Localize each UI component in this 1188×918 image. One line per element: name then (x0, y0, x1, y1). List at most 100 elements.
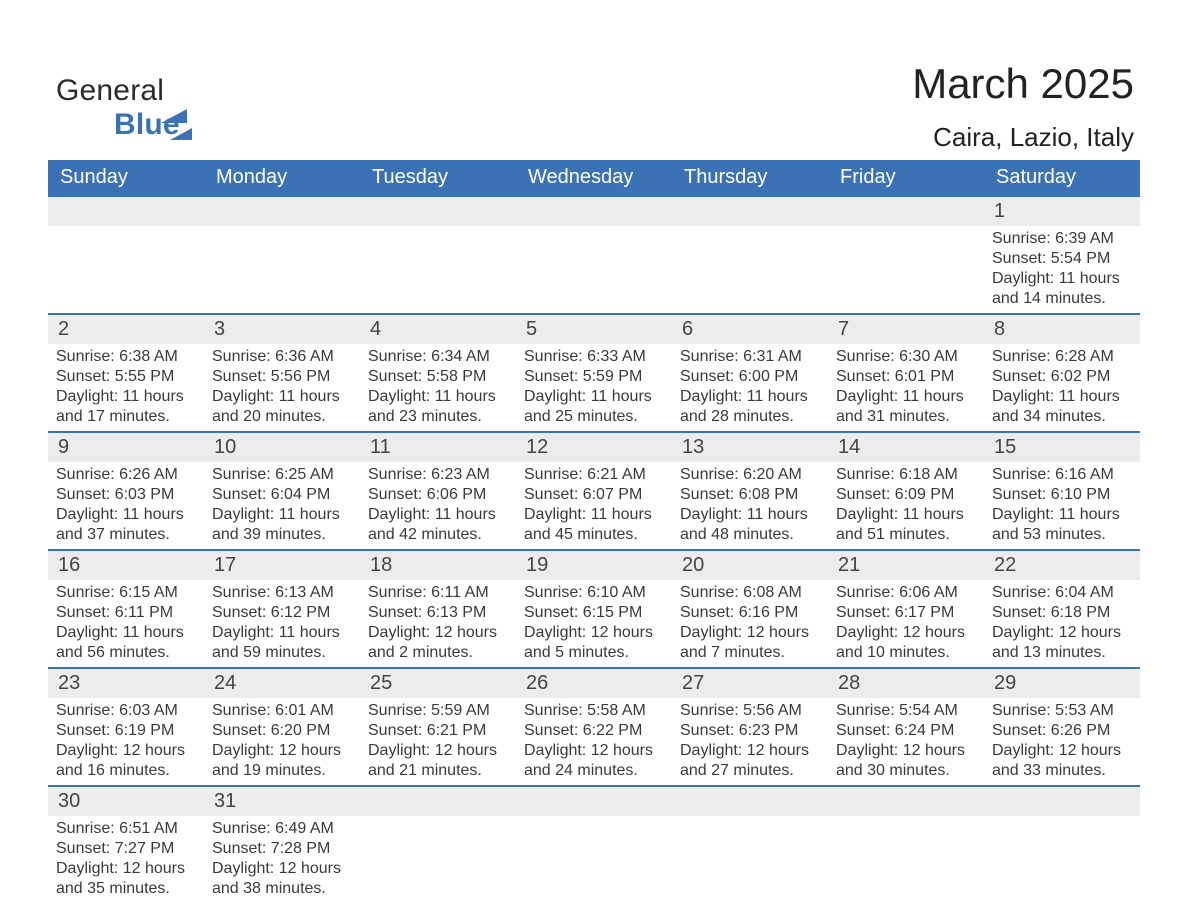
dl1-text: Daylight: 11 hours (524, 387, 664, 407)
sunrise-text: Sunrise: 6:20 AM (680, 465, 820, 485)
sunrise-text: Sunrise: 6:36 AM (212, 347, 352, 367)
calendar-week-row: 2Sunrise: 6:38 AMSunset: 5:55 PMDaylight… (48, 313, 1140, 431)
dl2-text: and 34 minutes. (992, 407, 1132, 427)
day-number-bar: 28 (828, 667, 984, 698)
sunset-text: Sunset: 7:27 PM (56, 839, 196, 859)
sunrise-text: Sunrise: 6:03 AM (56, 701, 196, 721)
calendar-cell: 9Sunrise: 6:26 AMSunset: 6:03 PMDaylight… (48, 431, 204, 549)
day-number-bar (828, 195, 984, 226)
dl2-text: and 37 minutes. (56, 525, 196, 545)
weekday-header: Tuesday (360, 160, 516, 195)
day-number-bar: 29 (984, 667, 1140, 698)
day-number: 30 (58, 790, 80, 812)
dl2-text: and 31 minutes. (836, 407, 976, 427)
calendar-cell: 28Sunrise: 5:54 AMSunset: 6:24 PMDayligh… (828, 667, 984, 785)
day-number-bar (516, 195, 672, 226)
day-number-bar (672, 195, 828, 226)
dl1-text: Daylight: 11 hours (836, 505, 976, 525)
day-number-bar: 25 (360, 667, 516, 698)
calendar-cell: 3Sunrise: 6:36 AMSunset: 5:56 PMDaylight… (204, 313, 360, 431)
sunset-text: Sunset: 6:09 PM (836, 485, 976, 505)
calendar-cell (516, 195, 672, 313)
sunset-text: Sunset: 5:54 PM (992, 249, 1132, 269)
dl1-text: Daylight: 12 hours (56, 741, 196, 761)
dl1-text: Daylight: 12 hours (524, 623, 664, 643)
dl1-text: Daylight: 11 hours (992, 387, 1132, 407)
dl2-text: and 16 minutes. (56, 761, 196, 781)
calendar-cell: 4Sunrise: 6:34 AMSunset: 5:58 PMDaylight… (360, 313, 516, 431)
brand-text: General Blue (56, 74, 180, 141)
sunset-text: Sunset: 5:58 PM (368, 367, 508, 387)
day-number-bar: 8 (984, 313, 1140, 344)
day-number: 11 (370, 436, 391, 458)
calendar-cell: 18Sunrise: 6:11 AMSunset: 6:13 PMDayligh… (360, 549, 516, 667)
dl2-text: and 30 minutes. (836, 761, 976, 781)
day-number-bar: 30 (48, 785, 204, 816)
dl2-text: and 33 minutes. (992, 761, 1132, 781)
day-number: 2 (58, 318, 69, 340)
header: General Blue March 2025 Caira, Lazio, It… (48, 50, 1140, 160)
dl2-text: and 17 minutes. (56, 407, 196, 427)
day-number-bar: 17 (204, 549, 360, 580)
dl2-text: and 38 minutes. (212, 879, 352, 899)
day-number-bar: 4 (360, 313, 516, 344)
dl1-text: Daylight: 11 hours (680, 387, 820, 407)
sunset-text: Sunset: 6:13 PM (368, 603, 508, 623)
calendar-cell (204, 195, 360, 313)
day-number-bar: 14 (828, 431, 984, 462)
sunset-text: Sunset: 6:10 PM (992, 485, 1132, 505)
calendar-cell (48, 195, 204, 313)
sunset-text: Sunset: 5:59 PM (524, 367, 664, 387)
sunset-text: Sunset: 6:24 PM (836, 721, 976, 741)
day-number: 24 (214, 672, 236, 694)
sunset-text: Sunset: 7:28 PM (212, 839, 352, 859)
calendar-cell (672, 195, 828, 313)
dl2-text: and 27 minutes. (680, 761, 820, 781)
dl2-text: and 59 minutes. (212, 643, 352, 663)
sunset-text: Sunset: 6:07 PM (524, 485, 664, 505)
sunset-text: Sunset: 6:22 PM (524, 721, 664, 741)
sunset-text: Sunset: 6:12 PM (212, 603, 352, 623)
sunrise-text: Sunrise: 6:30 AM (836, 347, 976, 367)
page-subtitle: Caira, Lazio, Italy (933, 122, 1134, 153)
dl2-text: and 53 minutes. (992, 525, 1132, 545)
calendar-cell: 20Sunrise: 6:08 AMSunset: 6:16 PMDayligh… (672, 549, 828, 667)
day-number-bar (360, 195, 516, 226)
calendar-cell: 8Sunrise: 6:28 AMSunset: 6:02 PMDaylight… (984, 313, 1140, 431)
day-number: 22 (994, 554, 1016, 576)
dl1-text: Daylight: 11 hours (56, 387, 196, 407)
calendar-cell: 30Sunrise: 6:51 AMSunset: 7:27 PMDayligh… (48, 785, 204, 903)
sunset-text: Sunset: 6:21 PM (368, 721, 508, 741)
sunrise-text: Sunrise: 6:31 AM (680, 347, 820, 367)
dl1-text: Daylight: 11 hours (56, 505, 196, 525)
day-number: 23 (58, 672, 80, 694)
calendar-cell: 21Sunrise: 6:06 AMSunset: 6:17 PMDayligh… (828, 549, 984, 667)
dl1-text: Daylight: 12 hours (368, 741, 508, 761)
calendar-cell (828, 785, 984, 903)
day-number: 20 (682, 554, 704, 576)
dl2-text: and 19 minutes. (212, 761, 352, 781)
sunrise-text: Sunrise: 5:59 AM (368, 701, 508, 721)
dl1-text: Daylight: 11 hours (992, 269, 1132, 289)
day-number-bar (516, 785, 672, 816)
sunrise-text: Sunrise: 6:04 AM (992, 583, 1132, 603)
day-number-bar: 24 (204, 667, 360, 698)
sunset-text: Sunset: 6:17 PM (836, 603, 976, 623)
day-number-bar (204, 195, 360, 226)
day-number: 16 (58, 554, 80, 576)
dl1-text: Daylight: 12 hours (836, 741, 976, 761)
day-number-bar: 16 (48, 549, 204, 580)
dl1-text: Daylight: 12 hours (992, 623, 1132, 643)
brand-logo: General Blue (56, 74, 180, 142)
dl1-text: Daylight: 12 hours (992, 741, 1132, 761)
weekday-header-row: Sunday Monday Tuesday Wednesday Thursday… (48, 160, 1140, 195)
sunrise-text: Sunrise: 6:26 AM (56, 465, 196, 485)
calendar-cell: 14Sunrise: 6:18 AMSunset: 6:09 PMDayligh… (828, 431, 984, 549)
day-number: 5 (526, 318, 537, 340)
calendar-cell: 24Sunrise: 6:01 AMSunset: 6:20 PMDayligh… (204, 667, 360, 785)
calendar-cell: 10Sunrise: 6:25 AMSunset: 6:04 PMDayligh… (204, 431, 360, 549)
day-number: 18 (370, 554, 392, 576)
weekday-header: Sunday (48, 160, 204, 195)
calendar-week-row: 23Sunrise: 6:03 AMSunset: 6:19 PMDayligh… (48, 667, 1140, 785)
sunset-text: Sunset: 6:16 PM (680, 603, 820, 623)
